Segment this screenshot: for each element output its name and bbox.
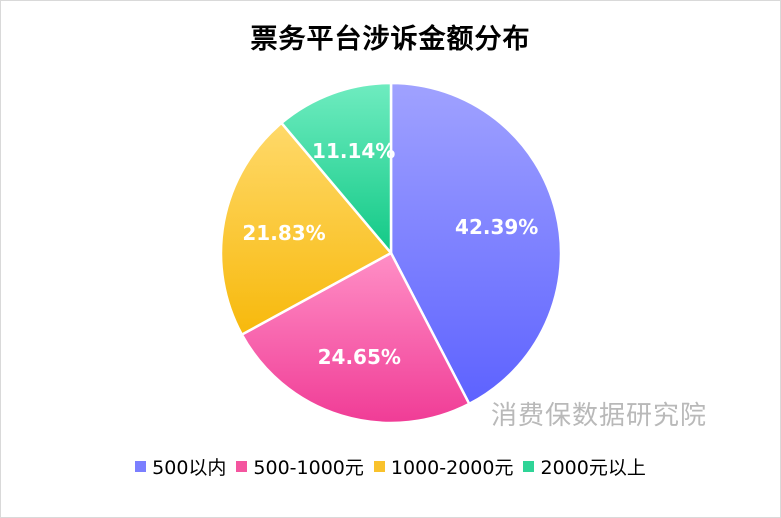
watermark: 消费保数据研究院 bbox=[491, 401, 708, 431]
legend-swatch bbox=[523, 461, 535, 472]
legend-label: 2000元以上 bbox=[540, 457, 646, 479]
legend: 500以内 500-1000元 1000-2000元 2000元以上 bbox=[1, 453, 780, 480]
pie-slice-500-1000 bbox=[240, 251, 471, 425]
legend-item-over-2000: 2000元以上 bbox=[523, 453, 646, 480]
chart-title: 票务平台涉诉金额分布 bbox=[250, 24, 531, 55]
slice-label-over-2000: 11.14% bbox=[312, 139, 395, 163]
legend-item-1000-2000: 1000-2000元 bbox=[373, 453, 514, 480]
pie-slice-over-2000 bbox=[280, 81, 393, 255]
legend-swatch bbox=[135, 461, 147, 472]
legend-label: 500-1000元 bbox=[253, 457, 364, 479]
slice-label-1000-2000: 21.83% bbox=[242, 221, 325, 245]
legend-label: 500以内 bbox=[152, 457, 227, 479]
pie-slice-1000-2000 bbox=[219, 121, 393, 336]
legend-swatch bbox=[373, 461, 385, 472]
slice-label-under-500: 42.39% bbox=[455, 215, 538, 239]
legend-item-500-1000: 500-1000元 bbox=[236, 453, 364, 480]
legend-swatch bbox=[236, 461, 248, 472]
slice-label-500-1000: 24.65% bbox=[318, 345, 401, 369]
legend-label: 1000-2000元 bbox=[390, 457, 514, 479]
pie-slice-under-500 bbox=[389, 81, 563, 406]
legend-item-under-500: 500以内 bbox=[135, 453, 226, 480]
